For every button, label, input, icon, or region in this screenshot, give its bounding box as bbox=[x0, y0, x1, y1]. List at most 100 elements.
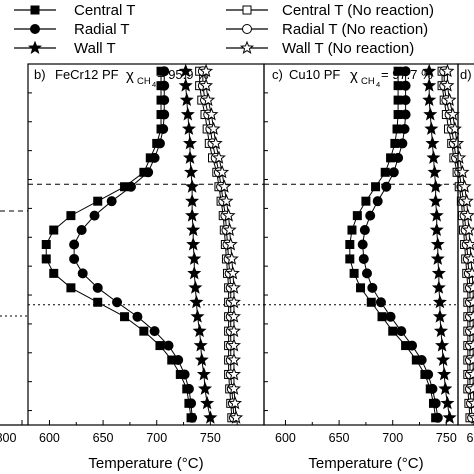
panel-c-point-radial bbox=[407, 340, 418, 351]
panel-c-point-radial bbox=[359, 225, 370, 236]
panel-b-point-wall-nr bbox=[215, 164, 230, 179]
panel-c-point-central bbox=[356, 283, 366, 293]
panel-c-point-wall bbox=[431, 280, 446, 294]
panel-c-point-wall bbox=[430, 237, 445, 251]
panel-b-point-wall bbox=[186, 237, 201, 251]
panel-d-label: d) bbox=[460, 67, 472, 82]
panel-b-point-wall bbox=[186, 222, 201, 237]
panel-b-point-central bbox=[93, 196, 103, 206]
panel-c-x-tick-label: 650 bbox=[329, 431, 350, 445]
panel-c-point-wall-nr bbox=[466, 323, 474, 338]
panel-b-point-wall-nr bbox=[201, 92, 216, 107]
panel-c-x-axis: 600 650 700 750 bbox=[264, 92, 474, 445]
panel-b-point-central bbox=[41, 240, 51, 249]
panel-b-point-radial bbox=[149, 152, 160, 163]
panel-b-point-central bbox=[49, 225, 59, 235]
panel-b-point-central bbox=[66, 211, 76, 221]
legend-entry-radial: Radial T bbox=[14, 21, 130, 38]
panel-b-point-wall-nr bbox=[226, 338, 241, 352]
panel-b-x-tick-label: 700 bbox=[146, 431, 167, 445]
legend-marker-wall-nr bbox=[239, 40, 255, 54]
panel-b-point-wall bbox=[197, 381, 213, 395]
panel-b-point-central bbox=[66, 283, 76, 293]
panel-c-point-radial bbox=[375, 297, 386, 308]
panel-c-point-wall bbox=[438, 381, 453, 395]
panel-a-tick-label: 800 bbox=[0, 431, 16, 445]
legend-entry-central-nr: Central T (No reaction) bbox=[226, 2, 434, 19]
panel-b-point-radial bbox=[77, 268, 88, 279]
panel-d-partial: d) 6 bbox=[457, 63, 474, 445]
panel-b-point-radial bbox=[89, 210, 100, 221]
legend-label-radial-nr: Radial T (No reaction) bbox=[282, 21, 428, 38]
panel-b-point-wall-nr bbox=[222, 222, 237, 237]
panel-b-x-tick-label: 650 bbox=[93, 431, 114, 445]
panel-b-point-wall-nr bbox=[199, 63, 214, 78]
panel-b-point-wall-nr bbox=[208, 136, 223, 150]
panel-c-point-radial bbox=[423, 369, 434, 380]
panel-b-point-radial bbox=[143, 167, 154, 178]
panel-b-point-radial bbox=[159, 95, 170, 106]
panel-b-point-wall-nr bbox=[228, 395, 243, 410]
legend-marker-radial-nr bbox=[242, 24, 252, 34]
panel-c-point-central bbox=[361, 196, 371, 206]
panel-c: c) Cu10 PF χ CH 4 = 97.7 % 600650700750 … bbox=[263, 63, 474, 472]
panel-b-point-wall bbox=[190, 309, 205, 323]
panel-c-point-radial bbox=[367, 282, 378, 293]
panel-c-point-wall-nr bbox=[464, 251, 474, 265]
panel-b-label: b) bbox=[34, 67, 46, 82]
panel-c-point-wall bbox=[442, 410, 457, 424]
panel-c-x-tick-label: 600 bbox=[275, 431, 296, 445]
panel-c-plot bbox=[264, 63, 474, 424]
panel-c-point-wall bbox=[422, 92, 437, 107]
legend-entry-radial-nr: Radial T (No reaction) bbox=[226, 21, 428, 38]
panel-b-point-radial bbox=[69, 239, 80, 250]
legend-marker-central-nr bbox=[242, 5, 252, 15]
panel-b-point-central bbox=[120, 312, 130, 322]
legend-marker-wall bbox=[27, 40, 43, 54]
panel-c-point-wall-nr bbox=[459, 193, 474, 208]
panel-b-point-central bbox=[155, 341, 165, 351]
panel-b-point-wall bbox=[188, 280, 203, 294]
panel-b-point-radial bbox=[154, 138, 165, 149]
panel-c-xlabel: Temperature (°C) bbox=[308, 455, 423, 472]
panel-b-point-wall bbox=[178, 78, 193, 92]
panel-c-point-radial bbox=[400, 66, 411, 77]
panel-c-point-central bbox=[345, 240, 355, 249]
panel-b-point-radial bbox=[112, 297, 123, 308]
panel-b-point-wall-nr bbox=[217, 179, 232, 193]
panel-b-point-wall bbox=[178, 63, 193, 78]
panel-c-catalyst: Cu10 PF bbox=[289, 67, 340, 82]
panel-c-point-radial bbox=[400, 80, 411, 91]
panel-c-point-wall-nr bbox=[460, 208, 474, 222]
panel-c-point-wall-nr bbox=[465, 266, 474, 280]
panel-c-point-wall bbox=[423, 107, 438, 121]
panel-c-point-wall-nr bbox=[440, 78, 455, 92]
panel-c-point-radial bbox=[400, 95, 411, 106]
panel-c-point-central bbox=[349, 268, 359, 278]
panel-c-point-central bbox=[352, 211, 362, 221]
panel-c-point-wall bbox=[435, 338, 450, 352]
panel-b-point-wall bbox=[185, 193, 200, 208]
panel-c-point-wall-nr bbox=[466, 338, 474, 352]
legend-label-radial: Radial T bbox=[74, 21, 130, 38]
panel-c-point-radial bbox=[416, 355, 427, 366]
panel-c-point-radial bbox=[358, 253, 369, 264]
panel-b-point-radial bbox=[187, 412, 198, 423]
panel-c-point-radial bbox=[372, 196, 383, 207]
panel-c-point-wall bbox=[432, 294, 447, 309]
panel-b-chi-subsub: 4 bbox=[152, 80, 156, 89]
panel-c-point-wall bbox=[431, 266, 446, 280]
legend-entry-central: Central T bbox=[14, 2, 135, 19]
panel-b-plot bbox=[28, 63, 264, 424]
panel-c-point-wall-nr bbox=[468, 413, 474, 424]
panel-b-point-radial bbox=[186, 398, 197, 409]
legend-marker-central bbox=[30, 5, 40, 15]
panel-b-chi-symbol: χ bbox=[126, 67, 134, 84]
panel-b-point-radial bbox=[159, 80, 170, 91]
panel-c-point-wall-nr bbox=[440, 63, 455, 78]
panel-b-point-wall-nr bbox=[229, 410, 244, 424]
panel-c-point-wall bbox=[436, 352, 451, 366]
panel-c-point-radial bbox=[385, 311, 396, 322]
panel-c-point-wall-nr bbox=[450, 136, 465, 150]
panel-b-point-wall-nr bbox=[211, 150, 226, 164]
